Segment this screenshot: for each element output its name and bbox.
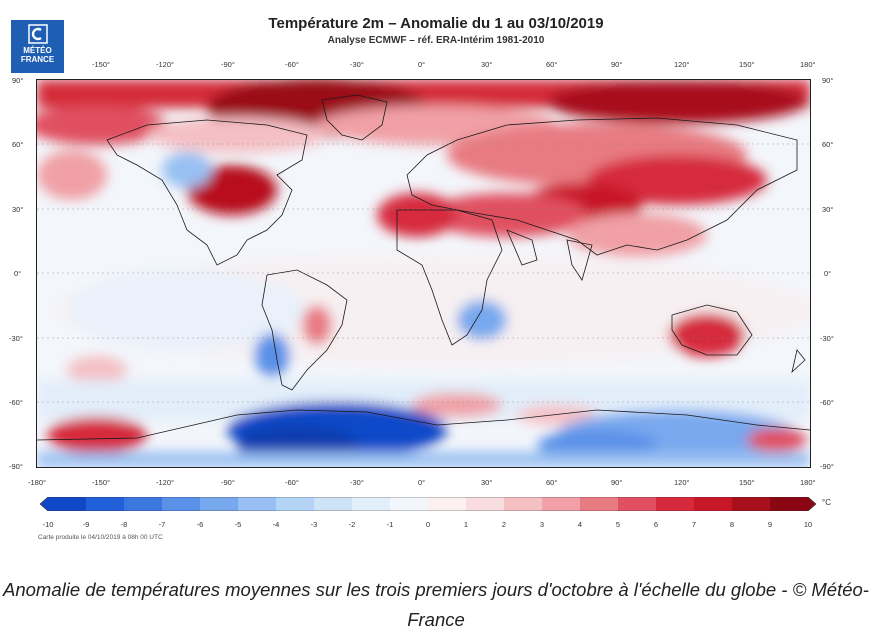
lon-label: 60° [546, 60, 558, 69]
colorbar-segment [694, 497, 733, 511]
coastlines [37, 94, 810, 441]
graticule [37, 143, 810, 403]
lon-label: 30° [481, 478, 493, 487]
colorbar-tick-label: 8 [729, 520, 735, 529]
lon-label: -150° [92, 60, 111, 69]
colorbar-tick-label: -10 [42, 520, 54, 529]
colorbar-tick-label: -8 [120, 520, 128, 529]
anomaly-map-figure: MÉTÉO FRANCE Température 2m – Anomalie du… [9, 15, 834, 541]
colorbar-segment [428, 497, 467, 511]
logo-text-line: MÉTÉO [23, 46, 52, 55]
lon-label: -90° [221, 478, 235, 487]
colorbar-arrow-high [808, 497, 816, 511]
colorbar-segment [504, 497, 543, 511]
lat-label: -60° [9, 398, 23, 407]
colorbar-segment [276, 497, 315, 511]
lon-label: 180° [800, 478, 816, 487]
colorbar-tick-label: 5 [615, 520, 621, 529]
colorbar-tick-label: 3 [539, 520, 545, 529]
colorbar-tick-label: 9 [767, 520, 773, 529]
lat-label: 0° [824, 269, 832, 278]
colorbar-svg [40, 497, 816, 511]
colorbar-unit: °C [822, 498, 831, 507]
anomaly-map-svg [37, 80, 810, 467]
lon-label: 150° [739, 478, 755, 487]
anomaly-map [36, 79, 811, 468]
lon-label: 30° [481, 60, 493, 69]
map-title: Température 2m – Anomalie du 1 au 03/10/… [268, 15, 604, 32]
colorbar-arrow-low [40, 497, 48, 511]
colorbar-tick-label: -6 [196, 520, 204, 529]
lat-label: 60° [822, 140, 834, 149]
lat-label: 90° [822, 76, 834, 85]
colorbar-tick-label: 4 [577, 520, 583, 529]
colorbar-segment [542, 497, 581, 511]
meteo-france-logo: MÉTÉO FRANCE [11, 20, 64, 73]
lon-label: 150° [739, 60, 755, 69]
lat-label: -90° [9, 462, 23, 471]
colorbar-tick-label: -1 [386, 520, 394, 529]
meteo-france-logo-mark [27, 24, 48, 44]
colorbar-tick-label: -5 [234, 520, 242, 529]
figure-caption: Anomalie de températures moyennes sur le… [3, 579, 869, 630]
anomaly-field-layer [37, 80, 810, 467]
colorbar-tick-label: -2 [348, 520, 356, 529]
lon-label: -90° [221, 60, 235, 69]
lon-label: -150° [92, 478, 111, 487]
colorbar-tick-label: -9 [82, 520, 90, 529]
colorbar-segment [732, 497, 771, 511]
colorbar-segment [124, 497, 163, 511]
lon-label: -180° [28, 478, 47, 487]
colorbar-tick-label: -4 [272, 520, 280, 529]
lon-label: -30° [350, 478, 364, 487]
lon-label: -120° [156, 478, 175, 487]
colorbar-segment [352, 497, 391, 511]
colorbar-segment [580, 497, 619, 511]
colorbar-tick-label: 7 [691, 520, 697, 529]
colorbar-tick-label: 1 [463, 520, 469, 529]
lon-label: 0° [418, 478, 426, 487]
map-subtitle: Analyse ECMWF – réf. ERA-Intérim 1981-20… [327, 35, 545, 46]
colorbar-segment [314, 497, 353, 511]
lat-label: -30° [9, 334, 23, 343]
colorbar-segment [86, 497, 125, 511]
lon-label: 60° [546, 478, 558, 487]
lon-label: 120° [674, 478, 690, 487]
colorbar-tick-label: 10 [803, 520, 813, 529]
lon-label: 90° [611, 478, 623, 487]
colorbar-segment [466, 497, 505, 511]
lon-label: 120° [674, 60, 690, 69]
colorbar-tick-label: 6 [653, 520, 659, 529]
lat-label: 30° [12, 205, 24, 214]
lon-label: 90° [611, 60, 623, 69]
production-note: Carte produite le 04/10/2019 à 08h 00 UT… [38, 534, 163, 541]
colorbar-tick-label: -7 [158, 520, 166, 529]
lon-label: -60° [285, 60, 299, 69]
lat-label: 60° [12, 140, 24, 149]
lon-label: -120° [156, 60, 175, 69]
lon-label: -30° [350, 60, 364, 69]
lat-label: -90° [820, 462, 834, 471]
colorbar-segment [200, 497, 239, 511]
lat-label: -30° [820, 334, 834, 343]
colorbar-segment [390, 497, 429, 511]
colorbar-tick-label: 2 [501, 520, 507, 529]
lon-label: 180° [800, 60, 816, 69]
colorbar [40, 497, 816, 511]
colorbar-segment [162, 497, 201, 511]
lat-label: 90° [12, 76, 24, 85]
colorbar-segment [48, 497, 87, 511]
lat-label: 30° [822, 205, 834, 214]
colorbar-segment [238, 497, 277, 511]
colorbar-segment [656, 497, 695, 511]
colorbar-tick-label: 0 [425, 520, 431, 529]
lon-label: -60° [285, 478, 299, 487]
colorbar-segment [770, 497, 809, 511]
lon-label: 0° [418, 60, 426, 69]
colorbar-tick-label: -3 [310, 520, 318, 529]
logo-text-line: FRANCE [20, 55, 55, 64]
colorbar-segment [618, 497, 657, 511]
lat-label: -60° [820, 398, 834, 407]
lat-label: 0° [14, 269, 22, 278]
